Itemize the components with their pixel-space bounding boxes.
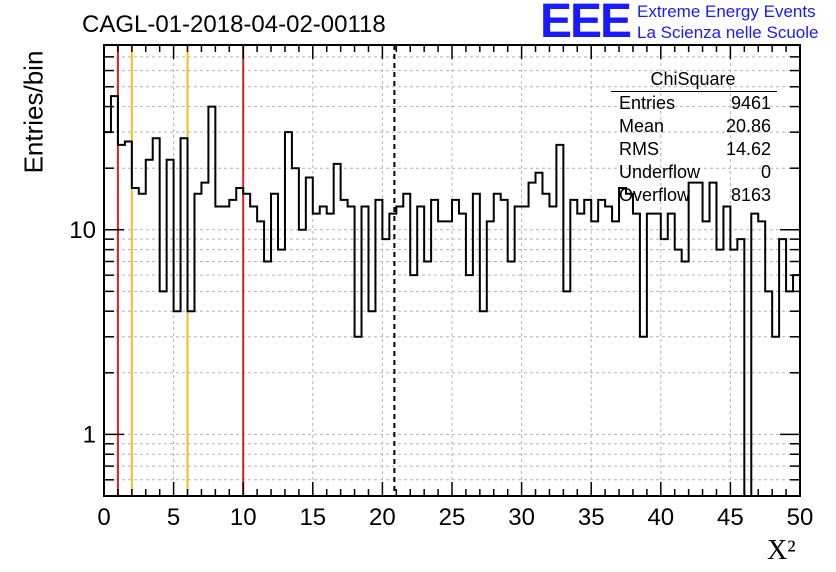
stats-title: ChiSquare [650, 69, 736, 89]
x-tick-label: 15 [299, 504, 326, 531]
y-axis: 1 10 [69, 56, 800, 481]
logo-mark: EEE [540, 0, 632, 48]
x-tick-label: 35 [578, 504, 605, 531]
x-tick-label: 10 [230, 504, 257, 531]
y-axis-label: Entries/bin [18, 50, 49, 174]
stats-row-mean: Mean 20.86 [609, 116, 771, 139]
stats-key: Overflow [619, 185, 691, 205]
stats-value: 14.62 [725, 139, 771, 159]
grid [104, 45, 800, 496]
x-axis-label: X² [767, 535, 796, 566]
stats-key: Entries [619, 93, 676, 113]
stats-value: 20.86 [725, 116, 771, 136]
chart-title: CAGL-01-2018-04-02-00118 [82, 11, 386, 38]
stats-row-entries: Entries 9461 [609, 93, 771, 116]
logo-line1: Extreme Energy Events [637, 2, 816, 21]
x-tick-label: 45 [717, 504, 744, 531]
stats-key: RMS [619, 139, 659, 159]
x-tick-label: 50 [787, 504, 814, 531]
stats-divider [611, 91, 777, 92]
x-tick-label: 40 [647, 504, 674, 531]
stats-row-underflow: Underflow 0 [609, 162, 771, 185]
stats-row-rms: RMS 14.62 [609, 139, 771, 162]
stats-key: Mean [619, 116, 665, 136]
y-tick-label: 1 [83, 421, 96, 448]
stats-value: 9461 [730, 93, 771, 113]
stats-box: ChiSquare Entries 9461 Mean 20.86 RMS 14… [609, 66, 777, 206]
stats-key: Underflow [619, 162, 701, 182]
x-tick-label: 25 [439, 504, 466, 531]
x-axis: 0 5 10 15 20 25 30 35 40 45 50 [97, 45, 813, 531]
stats-value: 8163 [730, 185, 771, 205]
y-tick-label: 10 [69, 217, 96, 244]
eee-logo: EEE Extreme Energy Events La Scienza nel… [540, 0, 830, 48]
logo-line2: La Scienza nelle Scuole [637, 23, 819, 42]
x-tick-label: 0 [97, 504, 110, 531]
x-tick-label: 20 [369, 504, 396, 531]
stats-row-overflow: Overflow 8163 [609, 185, 771, 208]
stats-value: 0 [760, 162, 771, 182]
x-tick-label: 5 [167, 504, 180, 531]
histogram-series [104, 95, 800, 497]
x-tick-label: 30 [508, 504, 535, 531]
